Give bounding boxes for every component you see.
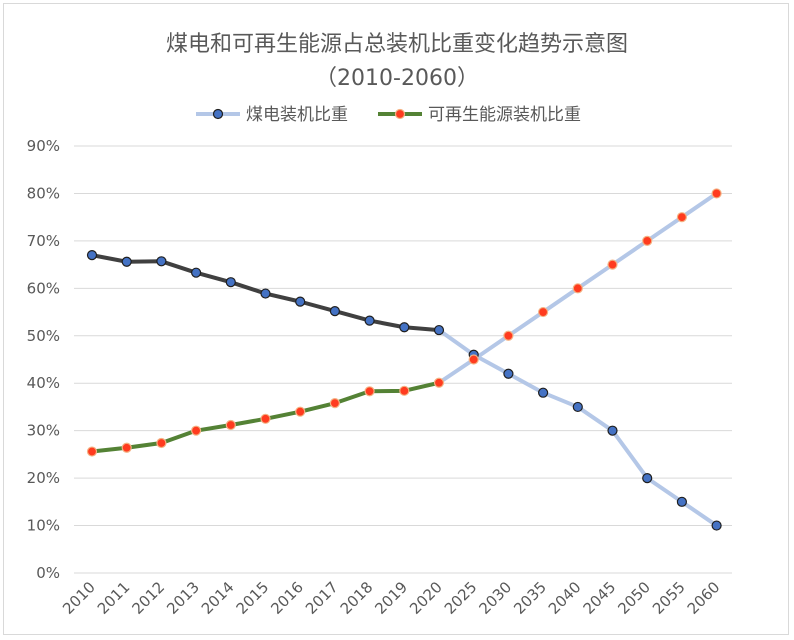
x-tick-label: 2013 [163,578,203,618]
data-point-1-2050 [642,235,653,246]
y-tick-label: 10% [27,517,60,535]
x-axis-labels: 2010201120122013201420152016201720182019… [59,578,723,618]
y-tick-label: 70% [27,232,60,250]
legend-marker-1 [394,108,406,120]
chart-legend: 煤电装机比重 可再生能源装机比重 [196,105,581,125]
y-tick-label: 60% [27,279,60,297]
y-tick-label: 40% [27,374,60,392]
data-point-1-2016 [295,406,306,417]
data-point-1-2040 [572,283,583,294]
x-tick-label: 2040 [545,578,585,618]
data-point-0-2011 [121,256,132,267]
data-point-1-2015 [260,413,271,424]
legend-marker-0 [212,108,224,120]
data-point-0-2035 [537,387,549,398]
data-point-1-2014 [225,419,236,431]
data-point-1-2020 [433,377,445,388]
data-point-0-2030 [503,368,514,379]
data-point-1-2035 [537,306,549,318]
legend-label-1: 可再生能源装机比重 [428,105,581,125]
x-tick-label: 2045 [580,578,620,618]
y-tick-label: 90% [27,137,60,155]
chart-subtitle: （2010-2060） [315,66,479,91]
data-point-0-2019 [399,322,410,333]
x-tick-label: 2025 [441,578,481,618]
data-point-0-2015 [260,288,271,299]
data-point-1-2030 [503,330,514,341]
legend-label-0: 煤电装机比重 [246,105,348,125]
data-point-1-2010 [86,446,98,457]
data-point-1-2011 [121,442,132,453]
data-point-1-2045 [607,259,618,270]
x-tick-label: 2012 [128,578,168,618]
y-tick-label: 20% [27,469,60,487]
y-tick-label: 0% [36,564,60,582]
data-point-0-2013 [191,267,202,278]
data-point-0-2060 [711,520,722,531]
series-line-projected-0 [437,328,719,528]
x-tick-label: 2055 [649,578,689,618]
data-point-1-2060 [711,188,722,199]
data-point-1-2012 [156,437,167,449]
x-tick-label: 2011 [94,578,134,618]
data-point-1-2025 [468,354,479,365]
data-point-0-2017 [329,306,340,317]
x-tick-label: 2050 [614,578,654,618]
gridlines [74,145,732,574]
data-point-1-2019 [399,385,410,396]
data-point-0-2045 [607,425,618,436]
data-point-0-2050 [642,473,653,484]
x-tick-label: 2016 [267,578,307,618]
x-tick-label: 2030 [475,578,515,618]
x-tick-label: 2010 [59,578,99,618]
x-tick-label: 2020 [406,578,446,618]
data-point-0-2018 [364,315,375,326]
chart-frame [3,3,789,635]
y-tick-label: 50% [27,327,60,345]
x-tick-label: 2060 [684,578,724,618]
data-point-0-2014 [225,277,236,288]
data-point-0-2020 [433,324,445,336]
x-tick-label: 2017 [302,578,342,618]
x-tick-label: 2019 [371,578,411,618]
x-tick-label: 2015 [233,578,273,618]
x-tick-label: 2035 [510,578,550,618]
x-tick-label: 2014 [198,578,238,618]
data-point-0-2055 [676,496,688,507]
data-point-1-2055 [676,212,688,223]
data-point-1-2013 [191,425,202,436]
data-point-1-2017 [329,398,340,409]
data-point-0-2010 [86,250,98,261]
data-point-0-2040 [572,401,583,413]
series-lines [90,191,719,528]
chart-title: 煤电和可再生能源占总装机比重变化趋势示意图 [165,32,628,57]
y-axis-labels: 0% 10% 20% 30% 40% 50% 60% 70% 80% 90% [27,137,60,582]
x-tick-label: 2018 [337,578,377,618]
y-tick-label: 30% [27,422,60,440]
data-point-0-2012 [156,256,167,267]
data-point-1-2018 [364,386,375,397]
y-tick-label: 80% [27,184,60,202]
series-markers [86,188,722,531]
data-point-0-2016 [295,296,306,307]
